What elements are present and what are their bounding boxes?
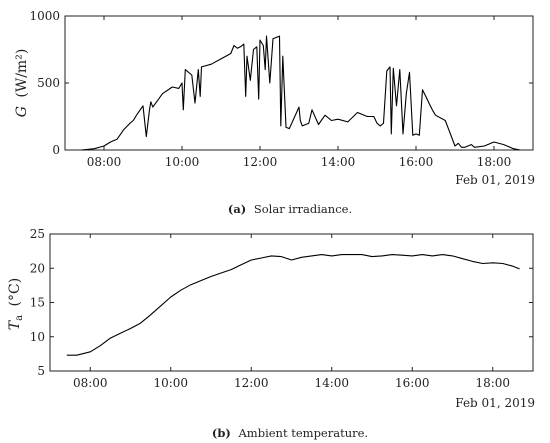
y-tick-label-a-0: 0 [52,143,60,157]
y-tick-label-b-0: 5 [37,364,45,378]
y-tick-label-a-2: 1000 [29,9,60,23]
x-tick-label-b-3: 14:00 [314,376,349,390]
date-note-a: Feb 01, 2019 [455,173,535,187]
temperature-series-line [66,254,520,356]
x-tick-label-b-1: 10:00 [153,376,188,390]
x-tick-label-b-0: 08:00 [73,376,108,390]
plot-frame-a [64,15,534,151]
irradiance-series-line [81,35,521,151]
x-tick-label-b-4: 16:00 [395,376,430,390]
y-tick-label-b-4: 25 [30,227,45,241]
y-tick-label-b-1: 10 [30,330,45,344]
date-note-b: Feb 01, 2019 [455,396,535,410]
x-tick-label-a-2: 12:00 [243,155,278,169]
plot-frame-b [49,233,534,372]
x-tick-label-a-1: 10:00 [165,155,200,169]
caption-b: (b) Ambient temperature. [212,426,368,440]
x-tick-label-a-3: 14:00 [321,155,356,169]
panel-solar-irradiance: 08:00 10:00 12:00 14:00 16:00 18:00 05001000 … [14,9,535,216]
x-tick-label-a-4: 16:00 [399,155,434,169]
x-tick-label-b-2: 12:00 [234,376,269,390]
caption-a: (a) Solar irradiance. [228,202,352,216]
y-axis-label-irradiance: G (W/m²) [14,49,30,118]
y-axis-label-temperature: Ta (°C) [7,278,26,330]
y-tick-label-a-1: 500 [37,76,60,90]
y-tick-label-b-2: 15 [30,296,45,310]
panel-ambient-temperature: 08:00 10:00 12:00 14:00 16:00 18:00 5 10 15 20 25… [7,227,535,440]
x-tick-label-b-5: 18:00 [475,376,510,390]
x-tick-label-a-5: 18:00 [477,155,512,169]
y-tick-label-b-3: 20 [30,261,45,275]
x-tick-label-a-0: 08:00 [87,155,122,169]
